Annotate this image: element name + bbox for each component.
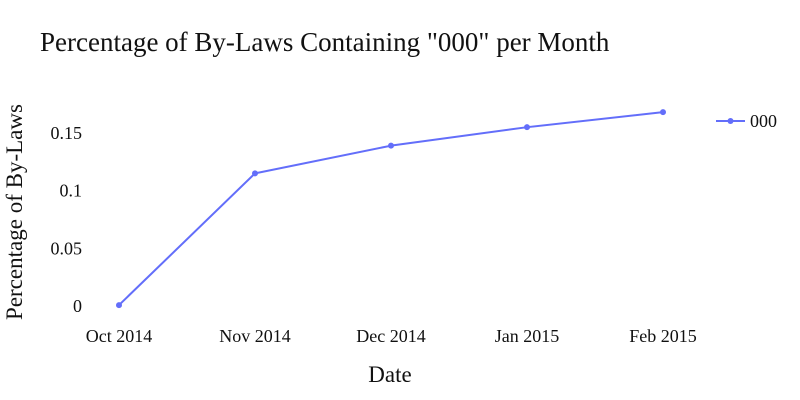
- y-axis-ticks: 0 0.05 0.1 0.15: [51, 123, 83, 316]
- data-point[interactable]: [660, 109, 666, 116]
- legend-marker-000: [727, 118, 734, 124]
- x-tick-label: Jan 2015: [495, 326, 560, 346]
- data-point[interactable]: [116, 302, 122, 309]
- data-point[interactable]: [388, 142, 394, 149]
- x-axis-ticks: Oct 2014 Nov 2014 Dec 2014 Jan 2015 Feb 2015: [86, 326, 697, 346]
- x-axis-title: Date: [368, 362, 411, 387]
- y-axis-title: Percentage of By-Laws: [2, 104, 27, 320]
- legend-label-000: 000: [750, 111, 777, 131]
- y-tick-label: 0.05: [51, 238, 83, 258]
- series-line-000: [118, 111, 664, 306]
- data-point[interactable]: [524, 124, 530, 131]
- x-tick-label: Oct 2014: [86, 326, 153, 346]
- y-tick-label: 0.1: [60, 181, 83, 201]
- y-tick-label: 0: [73, 296, 82, 316]
- data-point[interactable]: [252, 170, 258, 177]
- x-tick-label: Dec 2014: [356, 326, 425, 346]
- x-tick-label: Feb 2015: [629, 326, 697, 346]
- y-tick-label: 0.15: [51, 123, 83, 143]
- series-group: [116, 109, 666, 309]
- legend[interactable]: 000: [716, 111, 777, 131]
- chart-title: Percentage of By-Laws Containing "000" p…: [40, 27, 610, 57]
- x-tick-label: Nov 2014: [219, 326, 291, 346]
